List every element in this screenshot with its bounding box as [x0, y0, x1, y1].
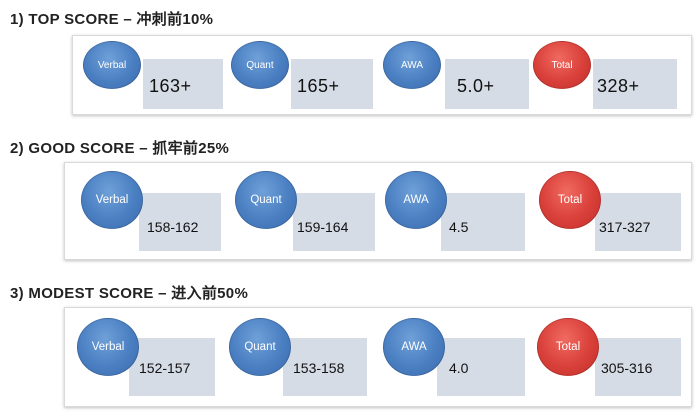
label-bubble-quant: Quant [235, 171, 297, 229]
label-bubble-verbal: Verbal [81, 171, 143, 229]
score-box-verbal [143, 59, 223, 109]
label-quant: Quant [244, 341, 276, 353]
score-box-quant [293, 193, 375, 251]
score-value-awa: 4.0 [449, 360, 469, 376]
score-value-total: 305-316 [601, 360, 653, 376]
label-verbal: Verbal [95, 194, 129, 206]
section-heading: 3) MODEST SCORE [10, 285, 154, 302]
score-value-quant: 159-164 [297, 219, 349, 235]
label-total: Total [555, 341, 581, 353]
label-quant: Quant [250, 194, 282, 206]
label-verbal: Verbal [97, 59, 127, 71]
section-title-good: 2) GOOD SCORE – 抓牢前25% [10, 137, 229, 158]
score-box-awa [437, 338, 525, 396]
label-awa: AWA [401, 341, 427, 353]
score-band-good: 158-162 Verbal 159-164 Quant 4.5 AWA 317… [64, 162, 692, 260]
label-bubble-total: Total [539, 171, 601, 229]
label-bubble-awa: AWA [383, 318, 445, 376]
score-box-total [595, 338, 681, 396]
label-bubble-quant: Quant [229, 318, 291, 376]
score-box-verbal [139, 193, 221, 251]
score-value-verbal: 152-157 [139, 360, 191, 376]
score-band-modest: 152-157 Verbal 153-158 Quant 4.0 AWA 305… [64, 307, 692, 407]
score-box-verbal [129, 338, 215, 396]
score-value-awa: 5.0+ [457, 76, 495, 96]
score-box-total [595, 193, 681, 251]
label-bubble-awa: AWA [383, 41, 441, 89]
label-bubble-verbal: Verbal [77, 318, 139, 376]
score-value-total: 328+ [597, 76, 640, 96]
label-awa: AWA [400, 59, 424, 71]
section-separator: – [134, 140, 153, 157]
score-box-quant [291, 59, 373, 109]
section-subtitle: 进入前50% [171, 285, 249, 302]
label-bubble-total: Total [533, 41, 591, 89]
section-separator: – [153, 285, 172, 302]
score-value-total: 317-327 [599, 219, 651, 235]
score-value-verbal: 163+ [149, 76, 192, 96]
label-quant: Quant [246, 59, 274, 71]
label-bubble-verbal: Verbal [83, 41, 141, 89]
label-total: Total [557, 194, 583, 206]
label-bubble-awa: AWA [385, 171, 447, 229]
score-value-awa: 4.5 [449, 219, 469, 235]
score-box-awa [441, 193, 525, 251]
section-heading: 1) TOP SCORE [10, 11, 119, 28]
score-box-quant [283, 338, 367, 396]
section-heading: 2) GOOD SCORE [10, 140, 135, 157]
label-total: Total [551, 59, 573, 71]
label-bubble-quant: Quant [231, 41, 289, 89]
section-title-top: 1) TOP SCORE – 冲刺前10% [10, 8, 213, 29]
label-bubble-total: Total [537, 318, 599, 376]
score-value-verbal: 158-162 [147, 219, 199, 235]
section-title-modest: 3) MODEST SCORE – 进入前50% [10, 282, 248, 303]
section-subtitle: 冲刺前10% [136, 11, 214, 28]
label-awa: AWA [403, 194, 429, 206]
section-subtitle: 抓牢前25% [152, 140, 230, 157]
score-band-top: 163+ Verbal 165+ Quant 5.0+ AWA 328+ Tot… [72, 35, 692, 115]
label-verbal: Verbal [91, 341, 125, 353]
score-value-quant: 153-158 [293, 360, 345, 376]
score-box-total [593, 59, 677, 109]
score-value-quant: 165+ [297, 76, 340, 96]
score-box-awa [445, 59, 529, 109]
section-separator: – [118, 11, 137, 28]
